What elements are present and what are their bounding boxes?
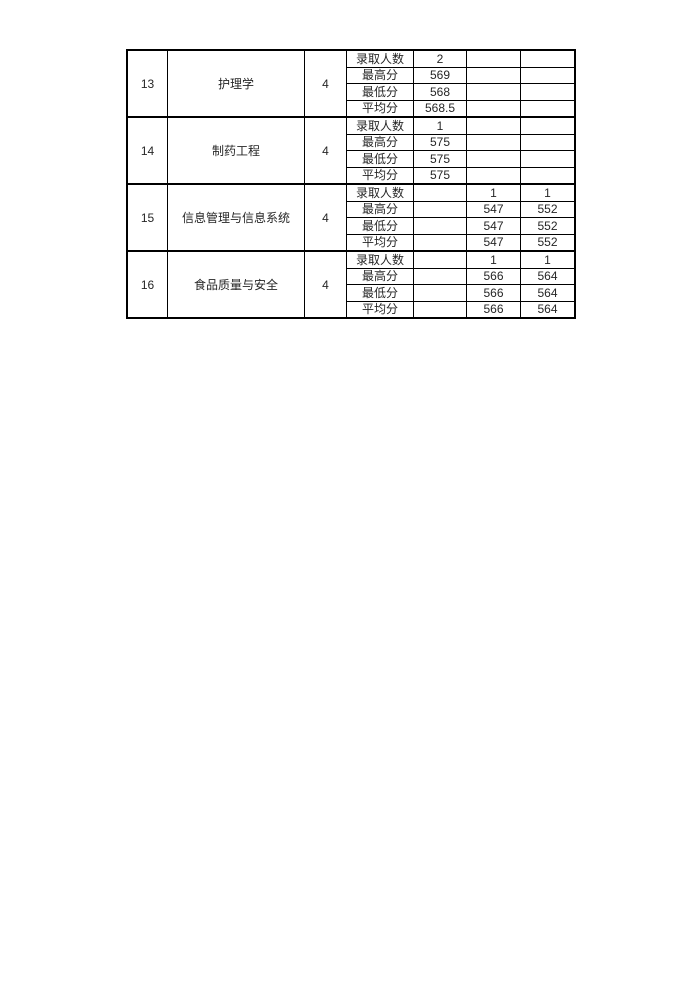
value-cell: 568.5 [413, 99, 467, 118]
value-cell: 547 [466, 200, 521, 218]
admission-scores-table-body: 13 护理学 4 录取人数 2 最高分 569 最低分 568 平均分 568.5 14 制药工程 4 录取… [126, 49, 576, 319]
value-cell [413, 250, 467, 269]
table-row: 14 制药工程 4 录取人数 1 [126, 116, 576, 185]
years-cell: 4 [304, 116, 347, 185]
value-cell: 575 [413, 150, 467, 168]
value-cell: 569 [413, 66, 467, 84]
years-cell: 4 [304, 250, 347, 319]
value-cell [466, 116, 521, 135]
years-cell: 4 [304, 183, 347, 252]
metric-label-cell: 录取人数 [346, 49, 414, 68]
value-cell [466, 83, 521, 101]
metric-label-cell: 平均分 [346, 99, 414, 118]
value-cell: 564 [520, 267, 576, 285]
value-cell [520, 166, 576, 185]
value-cell [413, 217, 467, 235]
value-cell [520, 150, 576, 168]
table-row: 13 护理学 4 录取人数 2 [126, 49, 576, 118]
value-cell: 1 [413, 116, 467, 135]
metric-label-cell: 最低分 [346, 150, 414, 168]
metric-label-cell: 录取人数 [346, 183, 414, 202]
value-cell: 564 [520, 300, 576, 319]
metric-label-cell: 最低分 [346, 83, 414, 101]
value-cell: 566 [466, 284, 521, 302]
value-cell [466, 150, 521, 168]
value-cell [520, 83, 576, 101]
metric-label-cell: 平均分 [346, 233, 414, 252]
metric-label-cell: 平均分 [346, 300, 414, 319]
value-cell: 1 [466, 183, 521, 202]
table-row: 最低分 575 [127, 150, 576, 168]
metric-label-cell: 平均分 [346, 166, 414, 185]
table-row: 最低分 547 552 [127, 217, 576, 235]
table-row: 最高分 569 [127, 66, 576, 84]
table-row: 平均分 566 564 [127, 300, 576, 319]
value-cell: 547 [466, 233, 521, 252]
value-cell [413, 233, 467, 252]
value-cell [413, 183, 467, 202]
value-cell [413, 284, 467, 302]
metric-label-cell: 录取人数 [346, 116, 414, 135]
major-name-cell: 食品质量与安全 [167, 250, 305, 319]
table-row: 平均分 575 [127, 166, 576, 185]
value-cell [466, 99, 521, 118]
value-cell [520, 66, 576, 84]
metric-label-cell: 最高分 [346, 66, 414, 84]
admission-scores-table: 13 护理学 4 录取人数 2 最高分 569 最低分 568 平均分 568.5 14 制药工程 4 录取… [126, 49, 576, 319]
table-row: 16 食品质量与安全 4 录取人数 1 1 [126, 250, 576, 319]
value-cell: 566 [466, 300, 521, 319]
metric-label-cell: 最低分 [346, 284, 414, 302]
value-cell [413, 267, 467, 285]
metric-label-cell: 最高分 [346, 267, 414, 285]
value-cell [466, 166, 521, 185]
value-cell [413, 200, 467, 218]
table-row: 15 信息管理与信息系统 4 录取人数 1 1 [126, 183, 576, 252]
row-number-cell: 13 [126, 49, 168, 118]
value-cell: 547 [466, 217, 521, 235]
value-cell [520, 116, 576, 135]
value-cell [520, 133, 576, 151]
value-cell: 552 [520, 233, 576, 252]
value-cell: 575 [413, 166, 467, 185]
value-cell: 552 [520, 217, 576, 235]
table-row: 平均分 547 552 [127, 233, 576, 252]
value-cell: 564 [520, 284, 576, 302]
value-cell: 1 [520, 183, 576, 202]
years-cell: 4 [304, 49, 347, 118]
value-cell [466, 66, 521, 84]
table-row: 最高分 547 552 [127, 200, 576, 218]
value-cell: 2 [413, 49, 467, 68]
row-number-cell: 14 [126, 116, 168, 185]
value-cell [466, 49, 521, 68]
value-cell: 575 [413, 133, 467, 151]
major-name-cell: 信息管理与信息系统 [167, 183, 305, 252]
value-cell [466, 133, 521, 151]
row-number-cell: 16 [126, 250, 168, 319]
major-name-cell: 制药工程 [167, 116, 305, 185]
row-number-cell: 15 [126, 183, 168, 252]
major-name-cell: 护理学 [167, 49, 305, 118]
value-cell: 1 [520, 250, 576, 269]
value-cell [520, 99, 576, 118]
metric-label-cell: 录取人数 [346, 250, 414, 269]
value-cell [413, 300, 467, 319]
value-cell: 566 [466, 267, 521, 285]
value-cell: 552 [520, 200, 576, 218]
value-cell: 568 [413, 83, 467, 101]
metric-label-cell: 最低分 [346, 217, 414, 235]
metric-label-cell: 最高分 [346, 200, 414, 218]
value-cell [520, 49, 576, 68]
value-cell: 1 [466, 250, 521, 269]
metric-label-cell: 最高分 [346, 133, 414, 151]
